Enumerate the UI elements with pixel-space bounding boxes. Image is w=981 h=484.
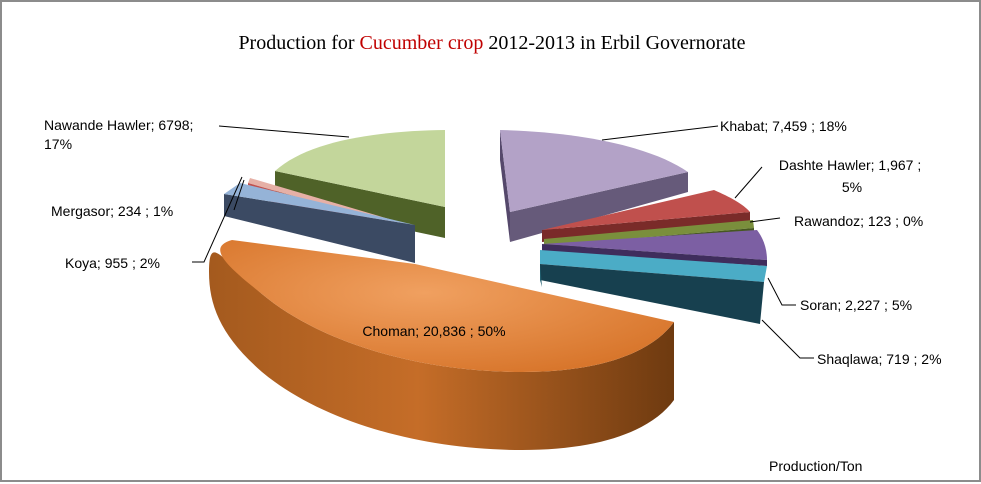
slice-shaqlawa [540,250,767,324]
slice-nawande-hawler [275,130,445,238]
leader-rawandoz [749,217,781,223]
label-nawande-hawler-line2: 17% [44,136,72,152]
title-crop-name: Cucumber crop [360,32,484,54]
chart-title: Production for Cucumber crop 2012-2013 i… [238,32,745,54]
label-koya: Koya; 955 ; 2% [65,255,160,271]
label-shaqlawa: Shaqlawa; 719 ; 2% [817,351,942,367]
label-nawande-hawler: Nawande Hawler; 6798; 17% [44,117,197,152]
label-dashte-hawler: Dashte Hawler; 1,967 ; 5% [779,157,925,195]
slice-soran [542,230,767,266]
title-part-3: 2012-2013 in Erbil Governorate [483,32,745,54]
leader-koya [192,176,243,263]
leader-lines [192,125,814,359]
slice-koya [224,183,415,263]
leader-nawande-hawler [218,125,350,138]
label-soran: Soran; 2,227 ; 5% [800,297,912,313]
title-part-1: Production for [238,32,359,54]
slice-khabat [500,130,688,242]
label-dashte-hawler-line2: 5% [842,179,862,195]
leader-dashte-hawler [734,166,763,199]
label-mergasor: Mergasor; 234 ; 1% [51,203,173,219]
label-khabat: Khabat; 7,459 ; 18% [720,118,847,134]
leader-mergasor [233,179,245,211]
label-dashte-hawler-line1: Dashte Hawler; 1,967 ; [779,157,921,173]
unit-note: Production/Ton [769,458,862,474]
leader-soran [767,277,796,306]
leader-shaqlawa [761,319,814,359]
label-nawande-hawler-line1: Nawande Hawler; 6798; [44,117,193,133]
label-rawandoz: Rawandoz; 123 ; 0% [794,213,923,229]
leader-khabat [601,125,719,141]
slice-choman [209,240,674,450]
label-choman: Choman; 20,836 ; 50% [362,323,505,339]
